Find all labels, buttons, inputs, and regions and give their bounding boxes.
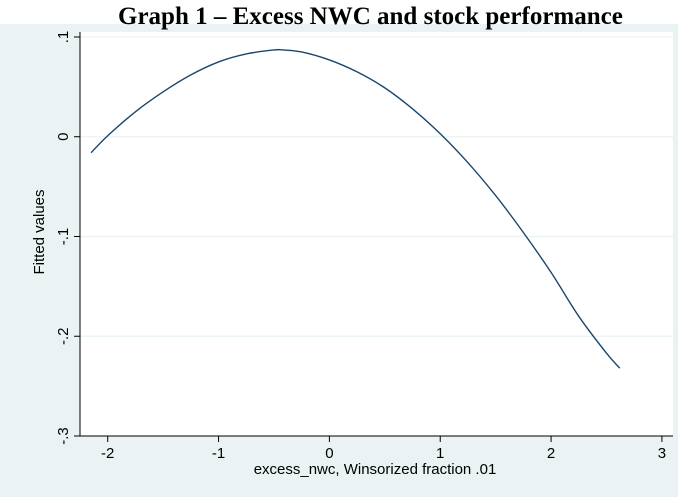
x-tick-label-5: 3 <box>658 445 666 462</box>
tick-labels: -2 -1 0 1 2 3 .1 0 -.1 -.2 -.3 <box>55 31 666 462</box>
y-tick-label-2: -.1 <box>55 228 72 246</box>
x-tick-label-3: 1 <box>436 445 444 462</box>
y-tick-label-0: .1 <box>55 31 72 44</box>
series-line-fitted-values <box>90 48 621 369</box>
axes <box>74 32 673 442</box>
plot-area <box>80 32 673 436</box>
chart-title: Graph 1 – Excess NWC and stock performan… <box>118 3 623 30</box>
x-axis-label: excess_nwc, Winsorized fraction .01 <box>254 461 497 478</box>
x-tick-label-2: 0 <box>325 445 333 462</box>
x-tick-label-4: 2 <box>547 445 555 462</box>
grid-lines <box>80 36 673 437</box>
x-tick-label-0: -2 <box>101 445 114 462</box>
data-series <box>90 48 621 369</box>
y-tick-label-4: -.3 <box>55 427 72 445</box>
y-tick-label-1: 0 <box>55 133 72 141</box>
y-axis-label: Fitted values <box>31 189 48 274</box>
y-tick-label-3: -.2 <box>55 327 72 345</box>
x-tick-label-1: -1 <box>212 445 225 462</box>
